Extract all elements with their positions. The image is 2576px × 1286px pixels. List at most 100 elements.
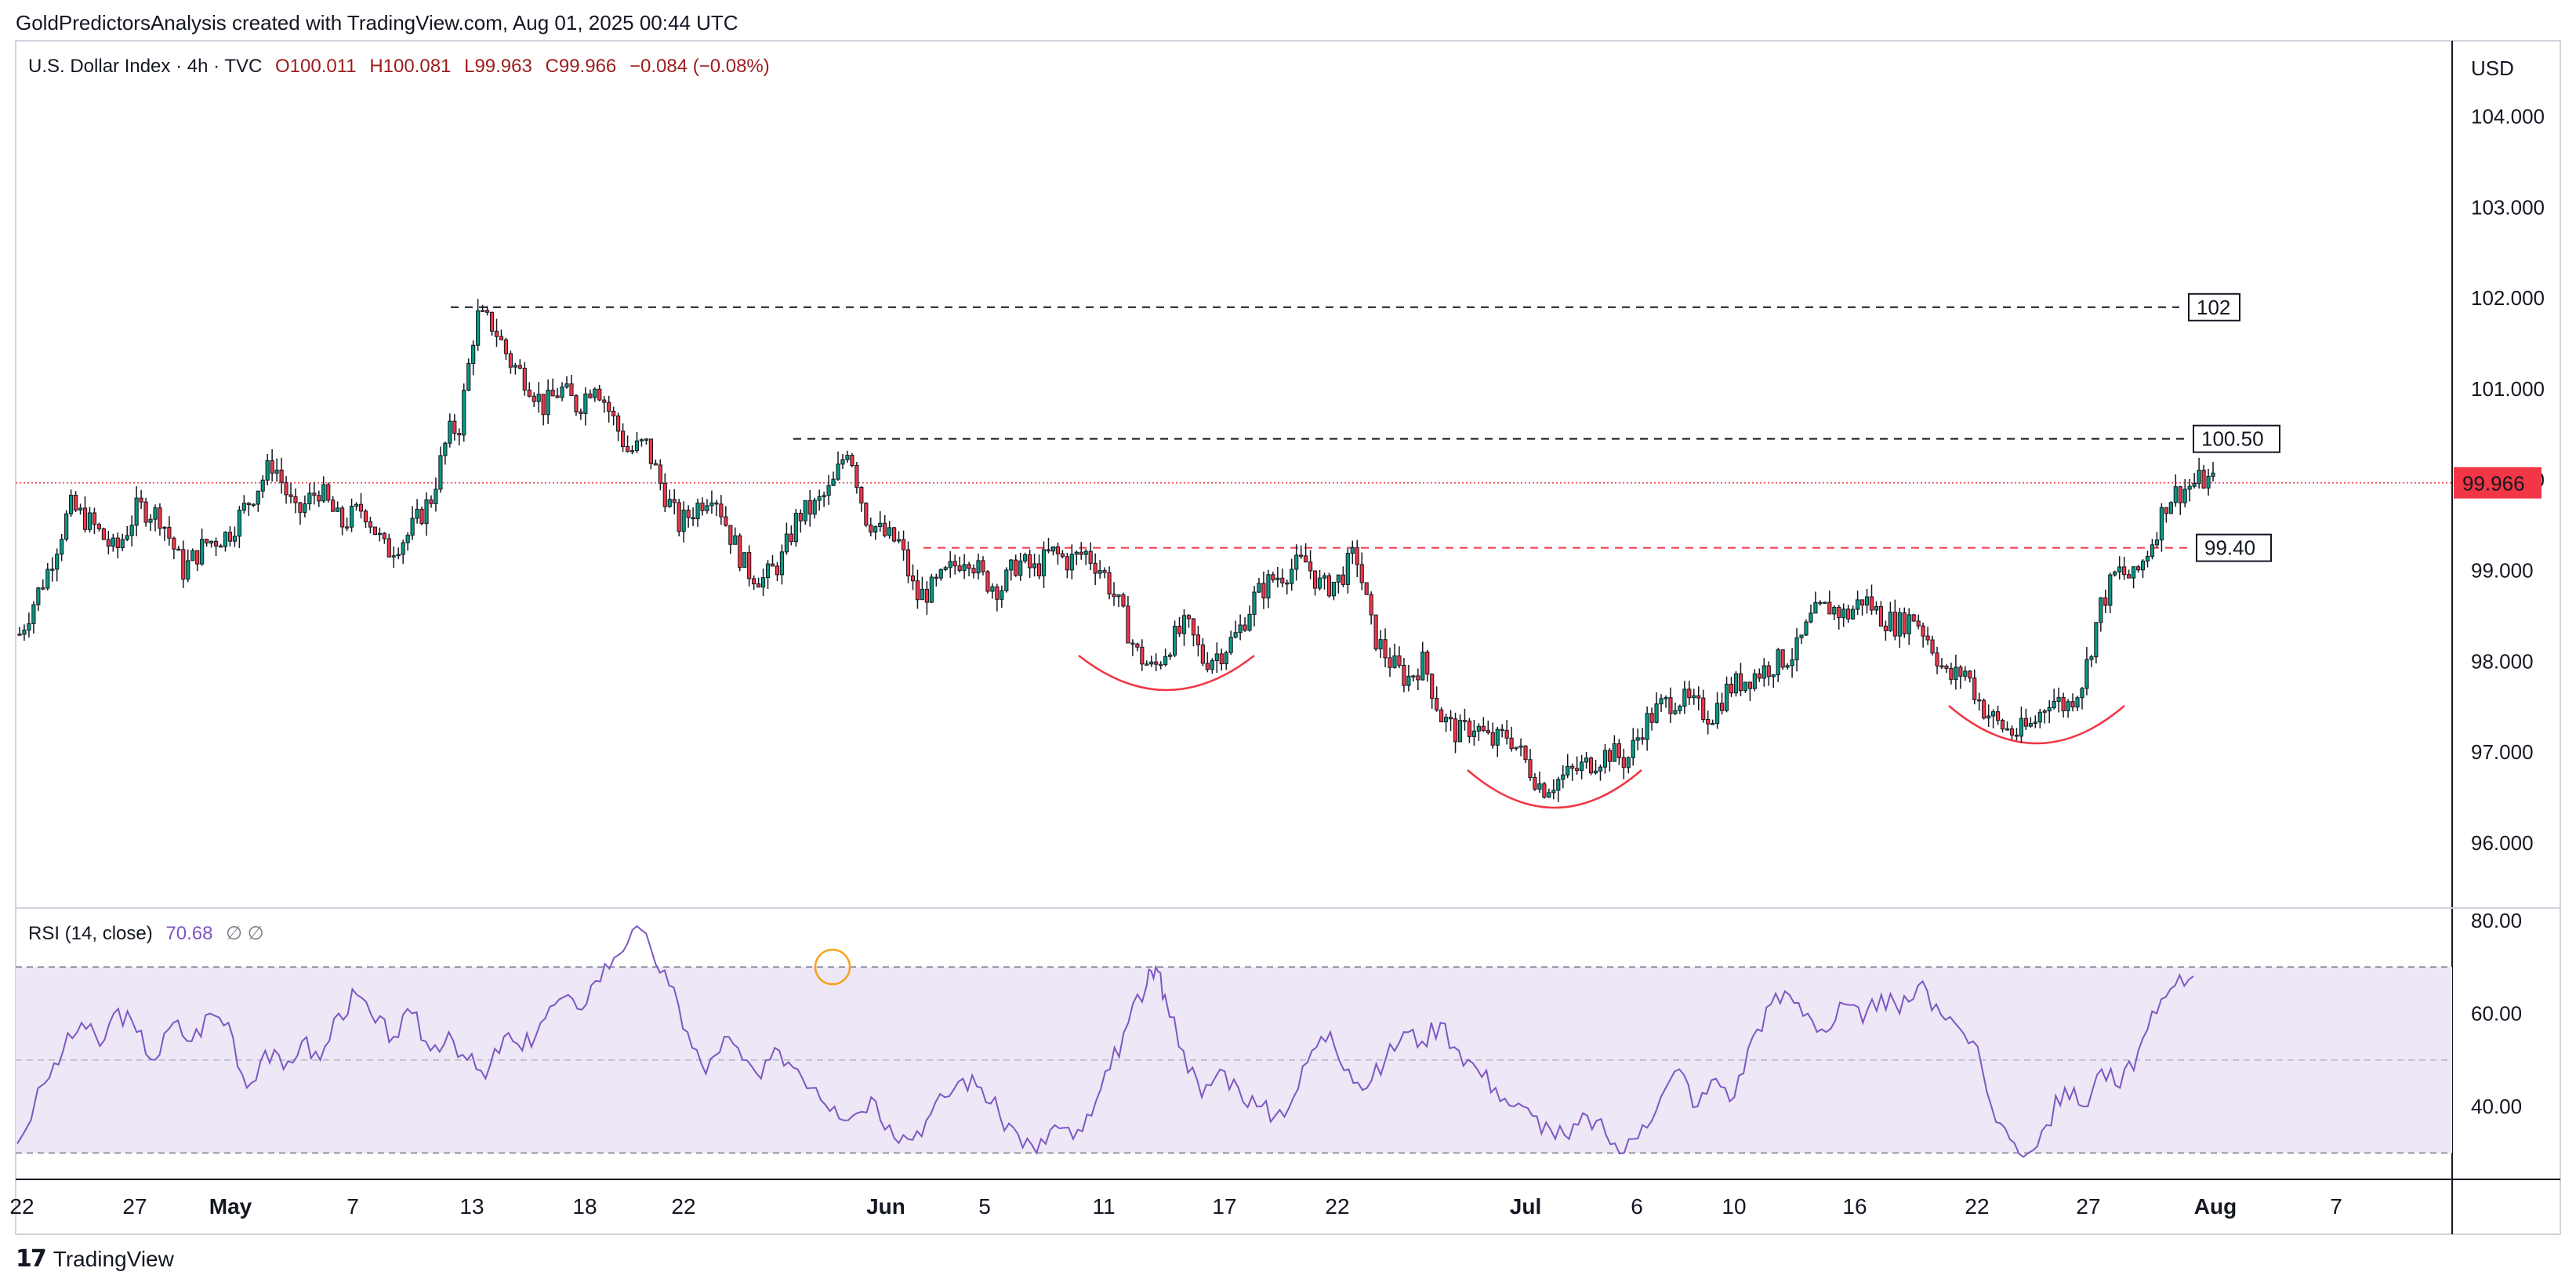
candle-body (1706, 718, 1711, 725)
price-tick-label: 99.000 (2471, 559, 2534, 583)
candle-body (1149, 661, 1154, 665)
candle-body (312, 492, 317, 496)
candle-body (1304, 555, 1308, 563)
rsi-tick-label: 40.00 (2471, 1095, 2522, 1118)
candle-body (719, 503, 724, 518)
cup-pattern-arcs (1078, 655, 2125, 809)
candle-body (611, 410, 616, 416)
candle-body (1930, 639, 1935, 654)
candle-body (1500, 728, 1504, 732)
candle-body (1514, 747, 1518, 750)
candle-body (1397, 655, 1402, 666)
candle-body (1561, 774, 1566, 780)
candle-body (1191, 618, 1196, 636)
candle-body (662, 482, 667, 507)
candle-body (1392, 655, 1397, 668)
candle-body (288, 494, 293, 497)
tradingview-logo-text: TradingView (53, 1246, 174, 1271)
candle-body (1696, 695, 1701, 699)
candle-body (1939, 665, 1944, 668)
candle-body (1607, 750, 1612, 762)
candlestick-series[interactable] (17, 299, 2215, 802)
candle-body (1435, 698, 1439, 710)
candle-body (1837, 606, 1841, 619)
candle-body (667, 499, 672, 507)
rsi-tick-label: 80.00 (2471, 909, 2522, 932)
time-tick-label: 22 (671, 1194, 695, 1219)
candle-body (1388, 657, 1392, 668)
candle-body (896, 539, 902, 542)
candle-body (1780, 649, 1785, 668)
candle-body (92, 512, 97, 525)
candle-body (279, 469, 284, 483)
candle-body (1678, 705, 1682, 711)
candle-body (1547, 792, 1551, 798)
rsi-value: 70.68 (165, 923, 212, 944)
candle-body (555, 395, 560, 398)
candle-body (125, 535, 129, 540)
time-tick-label: 5 (978, 1194, 991, 1219)
candle-body (1018, 560, 1023, 576)
candle-body (1588, 757, 1594, 774)
candle-body (1575, 768, 1580, 772)
candle-body (2108, 574, 2113, 606)
last-price-badge (2454, 467, 2542, 499)
candle-body (1645, 713, 1649, 740)
candle-body (448, 420, 452, 444)
candle-body (850, 455, 854, 467)
candle-body (1621, 757, 1626, 768)
candle-body (1743, 681, 1748, 692)
candle-body (1299, 554, 1304, 557)
candle-body (1949, 667, 1954, 680)
candle-body (2028, 723, 2033, 727)
candle-body (724, 516, 728, 526)
candle-body (1107, 572, 1112, 595)
candle-body (1747, 681, 1752, 689)
candle-body (396, 554, 401, 557)
candle-body (588, 393, 593, 398)
candle-body (134, 497, 139, 526)
candle-body (462, 390, 466, 436)
ohlc-low: L99.963 (464, 56, 532, 77)
candle-body (129, 525, 134, 536)
candle-body (1986, 715, 1991, 719)
tradingview-logo[interactable]: 17 TradingView (16, 1245, 174, 1273)
candle-body (1659, 698, 1664, 705)
candle-body (1430, 674, 1435, 699)
candle-body (186, 560, 190, 580)
candle-body (321, 484, 326, 502)
candle-body (2094, 622, 2099, 658)
candle-body (629, 450, 635, 452)
candle-body (579, 411, 583, 414)
symbol-source: TVC (224, 56, 262, 77)
candle-body (602, 399, 607, 403)
candle-body (1724, 683, 1729, 711)
candle-body (1402, 664, 1406, 686)
time-tick-label: 7 (346, 1194, 359, 1219)
candle-body (251, 503, 256, 507)
candle-body (1210, 659, 1214, 670)
candle-body (550, 390, 555, 397)
candle-body (2132, 566, 2136, 579)
candle-body (476, 310, 481, 346)
candle-body (840, 459, 845, 465)
candle-body (1827, 601, 1832, 615)
candle-body (625, 445, 630, 452)
candle-body (541, 394, 546, 416)
candle-body (401, 542, 405, 555)
candle-body (1668, 697, 1673, 714)
candle-body (73, 494, 78, 511)
candle-body (1233, 632, 1238, 638)
candle-body (1060, 553, 1065, 558)
candle-body (2005, 728, 2010, 731)
candle-body (2140, 560, 2146, 571)
candle-body (738, 535, 742, 569)
candle-body (167, 526, 172, 539)
candle-body (1580, 761, 1584, 772)
candle-body (1799, 634, 1804, 638)
candle-body (644, 438, 649, 441)
candle-body (2075, 697, 2080, 708)
candle-body (1944, 665, 1949, 669)
candle-body (1958, 667, 1963, 677)
